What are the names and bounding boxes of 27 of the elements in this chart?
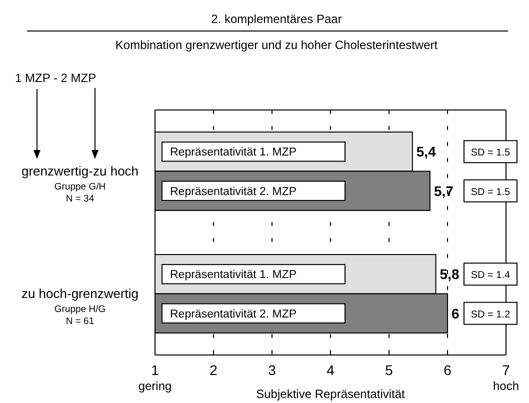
x-tick-label: 4: [326, 362, 335, 378]
text: hoch: [492, 379, 520, 393]
x-tick-label: 3: [268, 362, 276, 378]
annotation: SD = 1.5: [470, 186, 511, 198]
data-label: 5,4: [416, 144, 436, 160]
series-label: Repräsentativität 2. MZP: [170, 308, 297, 320]
x-tick-label: 2: [210, 362, 218, 378]
x-tick-label: 6: [444, 362, 452, 378]
y-tick-label: zu hoch-grenzwertig Gruppe H/G N = 61: [21, 286, 139, 327]
chart-subtitle: Kombination grenzwertiger und zu hoher Cholesterintestwert: [115, 38, 438, 52]
series-label: Repräsentativität 1. MZP: [170, 146, 297, 159]
text: 1 MZP - 2 MZP: [15, 71, 96, 85]
x-tick-label: 7: [502, 362, 510, 378]
y-tick-label: grenzwertig-zu hoch Gruppe G/H N = 34: [21, 163, 139, 204]
text: Repräsentativität 1. MZP: [170, 269, 297, 282]
x-tick-label: 5: [385, 362, 394, 378]
data-label: 5,8: [440, 266, 460, 282]
chart-title: 2. komplementäres Paar: [211, 12, 342, 26]
data-label: 5,7: [434, 182, 454, 199]
x-tick-label: 1: [151, 362, 160, 378]
annotation: SD = 1.5: [470, 148, 511, 159]
annotation: SD = 1.2: [470, 309, 511, 320]
text: Repräsentativität 2. MZP: [170, 186, 297, 198]
data-label: 6: [452, 305, 460, 322]
text: gering: [138, 379, 172, 393]
x-axis-title: Subjektive Repräsentativität: [256, 387, 406, 401]
annotation: SD = 1.4: [470, 270, 511, 282]
